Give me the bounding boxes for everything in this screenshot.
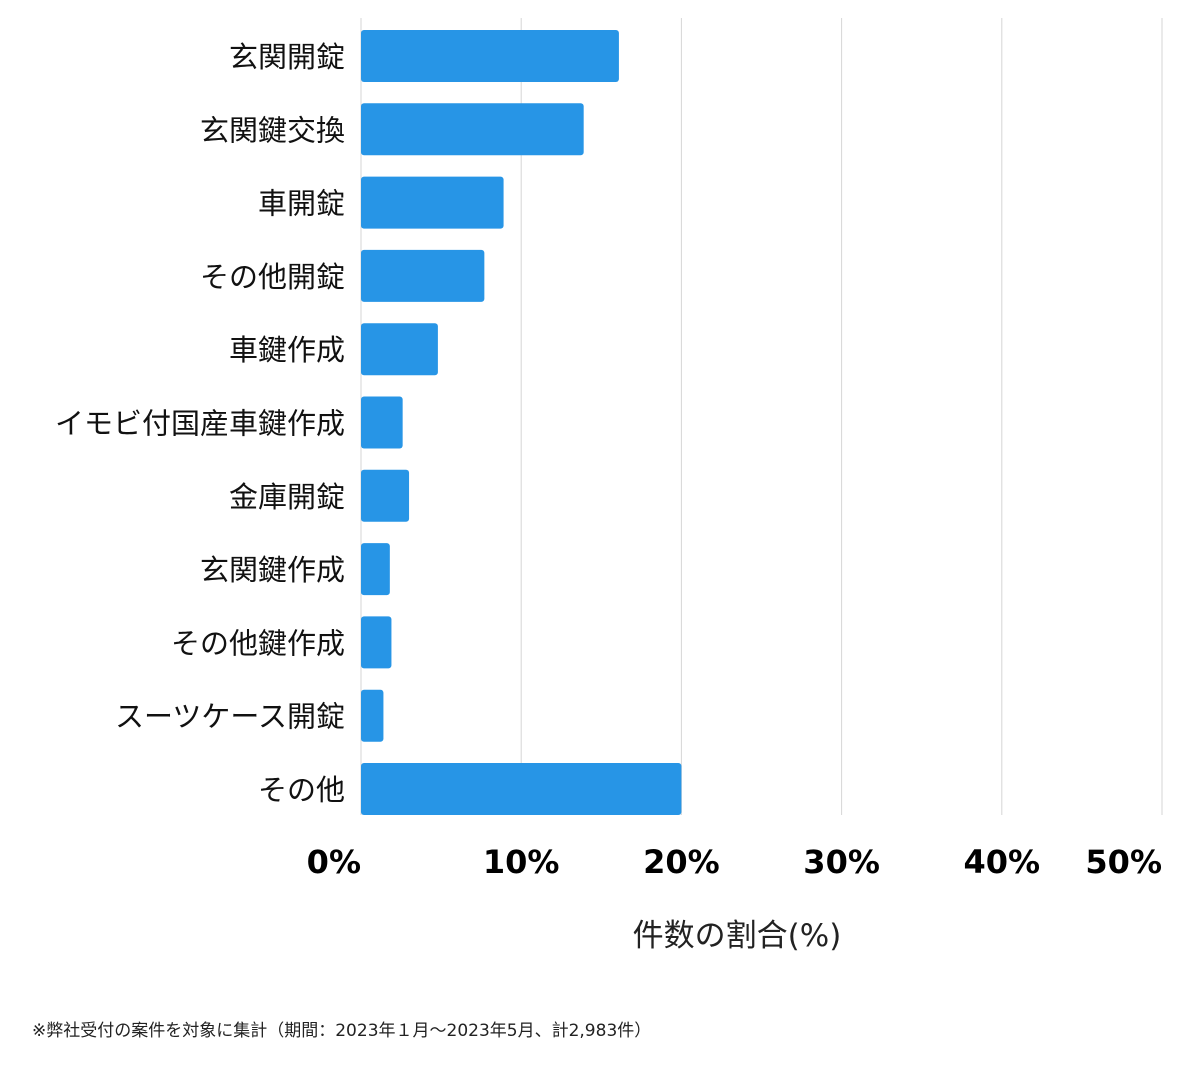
- bar: [361, 323, 438, 376]
- category-label: イモビ付国産車鍵作成: [55, 407, 345, 441]
- x-tick-label: 50%: [1085, 843, 1162, 881]
- category-label: その他: [258, 773, 345, 807]
- category-label: 車開錠: [258, 187, 345, 221]
- bars: [361, 30, 682, 815]
- x-tick-label: 10%: [483, 843, 560, 881]
- category-label: 玄関鍵作成: [200, 553, 345, 587]
- x-tick-labels: 0% 10% 20% 30% 40% 50%: [307, 843, 1162, 881]
- category-label: その他開錠: [200, 260, 345, 294]
- bar-chart: 玄関開錠玄関鍵交換車開錠その他開錠車鍵作成イモビ付国産車鍵作成金庫開錠玄関鍵作成…: [55, 18, 1163, 954]
- bar: [361, 616, 392, 669]
- bar: [361, 469, 410, 522]
- category-label: 金庫開錠: [229, 480, 345, 514]
- bar: [361, 176, 504, 229]
- category-label: 玄関鍵交換: [200, 113, 345, 147]
- x-tick-label: 40%: [964, 843, 1041, 881]
- category-label: 車鍵作成: [229, 333, 345, 367]
- x-axis-title: 件数の割合(%): [633, 918, 842, 954]
- bar: [361, 103, 584, 156]
- bar: [361, 30, 619, 82]
- x-tick-label: 20%: [643, 843, 720, 881]
- x-tick-label: 30%: [803, 843, 880, 881]
- bar: [361, 396, 403, 449]
- category-label: スーツケース開錠: [115, 700, 345, 734]
- bar: [361, 689, 384, 742]
- category-label: その他鍵作成: [171, 626, 345, 660]
- bar: [361, 543, 390, 596]
- bar: [361, 249, 485, 302]
- footnote: ※弊社受付の案件を対象に集計（期間：2023年１月〜2023年5月、計2,983…: [32, 1021, 652, 1041]
- x-tick-label: 0%: [307, 843, 361, 881]
- category-label: 玄関開錠: [229, 40, 345, 74]
- category-labels: 玄関開錠玄関鍵交換車開錠その他開錠車鍵作成イモビ付国産車鍵作成金庫開錠玄関鍵作成…: [55, 40, 345, 807]
- bar: [361, 763, 682, 815]
